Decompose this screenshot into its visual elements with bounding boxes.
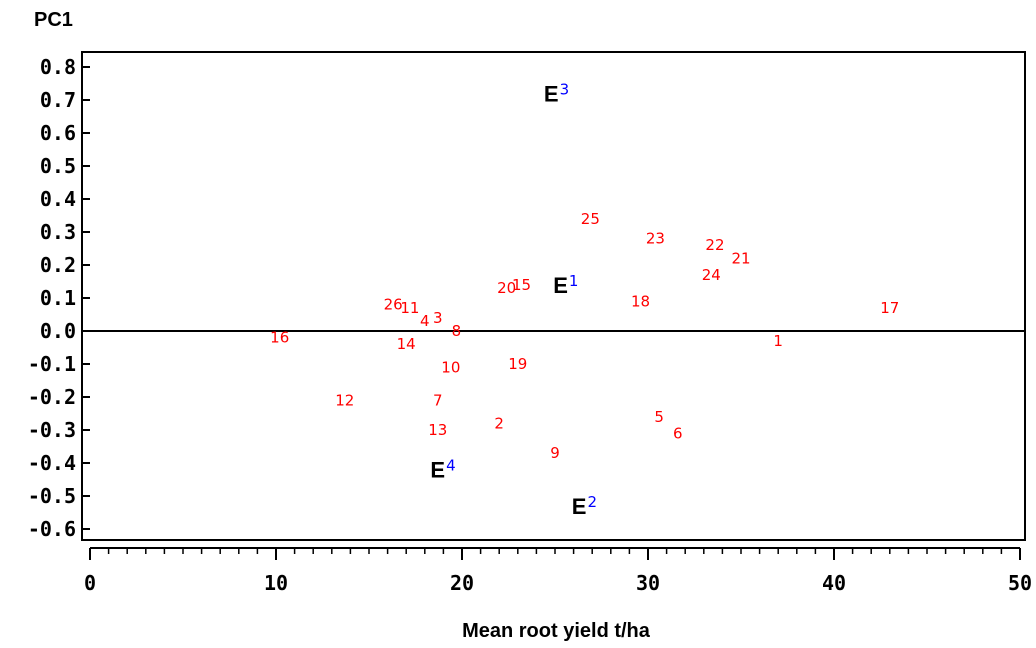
genotype-point-23: 23 [646, 230, 665, 248]
y-tick-label: 0.0 [40, 319, 76, 343]
environment-number: 1 [569, 272, 579, 290]
genotype-point-8: 8 [452, 322, 462, 340]
x-tick-label: 50 [1008, 571, 1032, 595]
x-tick-label: 10 [264, 571, 288, 595]
genotype-point-12: 12 [335, 391, 354, 409]
environment-number: 4 [446, 457, 456, 475]
genotype-point-6: 6 [673, 424, 683, 442]
genotype-point-20: 20 [497, 279, 516, 297]
x-tick-label: 30 [636, 571, 660, 595]
genotype-point-3: 3 [433, 309, 443, 327]
genotype-point-16: 16 [270, 329, 289, 347]
y-tick-label: 0.6 [40, 121, 76, 145]
x-axis: 0 10 20 30 40 50 [84, 547, 1032, 595]
y-tick-label: 0.3 [40, 220, 76, 244]
genotype-point-14: 14 [397, 335, 416, 353]
y-tick-label: 0.1 [40, 286, 76, 310]
genotype-point-13: 13 [428, 421, 447, 439]
y-tick-label: -0.2 [28, 385, 76, 409]
environment-number: 3 [560, 80, 570, 98]
genotype-point-7: 7 [433, 391, 443, 409]
x-axis-title: Mean root yield t/ha [462, 620, 651, 642]
y-tick-label: 0.4 [40, 187, 76, 211]
genotype-point-15: 15 [512, 276, 531, 294]
y-tick-label: -0.5 [28, 484, 76, 508]
y-tick-label: -0.6 [28, 517, 76, 541]
genotype-point-18: 18 [631, 292, 650, 310]
genotype-point-11: 11 [400, 299, 419, 317]
x-tick-label: 0 [84, 571, 96, 595]
y-tick-label: 0.7 [40, 88, 76, 112]
y-axis: 0.8 0.7 0.6 0.5 0.4 0.3 0.2 0.1 0.0 -0.1 -0.2 -0.3 -… [28, 55, 90, 541]
environment-letter: E [430, 458, 445, 483]
environment-letter: E [544, 81, 559, 106]
genotype-point-21: 21 [731, 249, 750, 267]
genotype-point-24: 24 [702, 266, 721, 284]
environment-number: 2 [587, 493, 597, 511]
plot-frame [81, 51, 1026, 541]
genotype-point-17: 17 [880, 299, 899, 317]
genotype-point-26: 26 [384, 296, 403, 314]
y-tick-label: -0.4 [28, 451, 76, 475]
x-tick-label: 40 [822, 571, 846, 595]
y-axis-title: PC1 [34, 9, 73, 31]
genotype-point-1: 1 [773, 332, 783, 350]
y-tick-label: -0.3 [28, 418, 76, 442]
genotype-point-25: 25 [581, 210, 600, 228]
y-tick-label: -0.1 [28, 352, 76, 376]
genotype-point-9: 9 [550, 444, 560, 462]
genotype-point-10: 10 [441, 358, 460, 376]
genotype-points: 1234567891011121314151617181920212223242… [270, 210, 899, 462]
genotype-point-2: 2 [494, 414, 504, 432]
y-tick-label: 0.5 [40, 154, 76, 178]
y-tick-label: 0.2 [40, 253, 76, 277]
x-tick-label: 20 [450, 571, 474, 595]
environment-points: E 1E 2E 3E 4 [430, 80, 597, 519]
genotype-point-5: 5 [654, 408, 664, 426]
y-tick-label: 0.8 [40, 55, 76, 79]
genotype-point-22: 22 [705, 236, 724, 254]
environment-letter: E [572, 494, 587, 519]
genotype-point-4: 4 [420, 312, 430, 330]
environment-letter: E [553, 273, 568, 298]
genotype-point-19: 19 [508, 355, 527, 373]
